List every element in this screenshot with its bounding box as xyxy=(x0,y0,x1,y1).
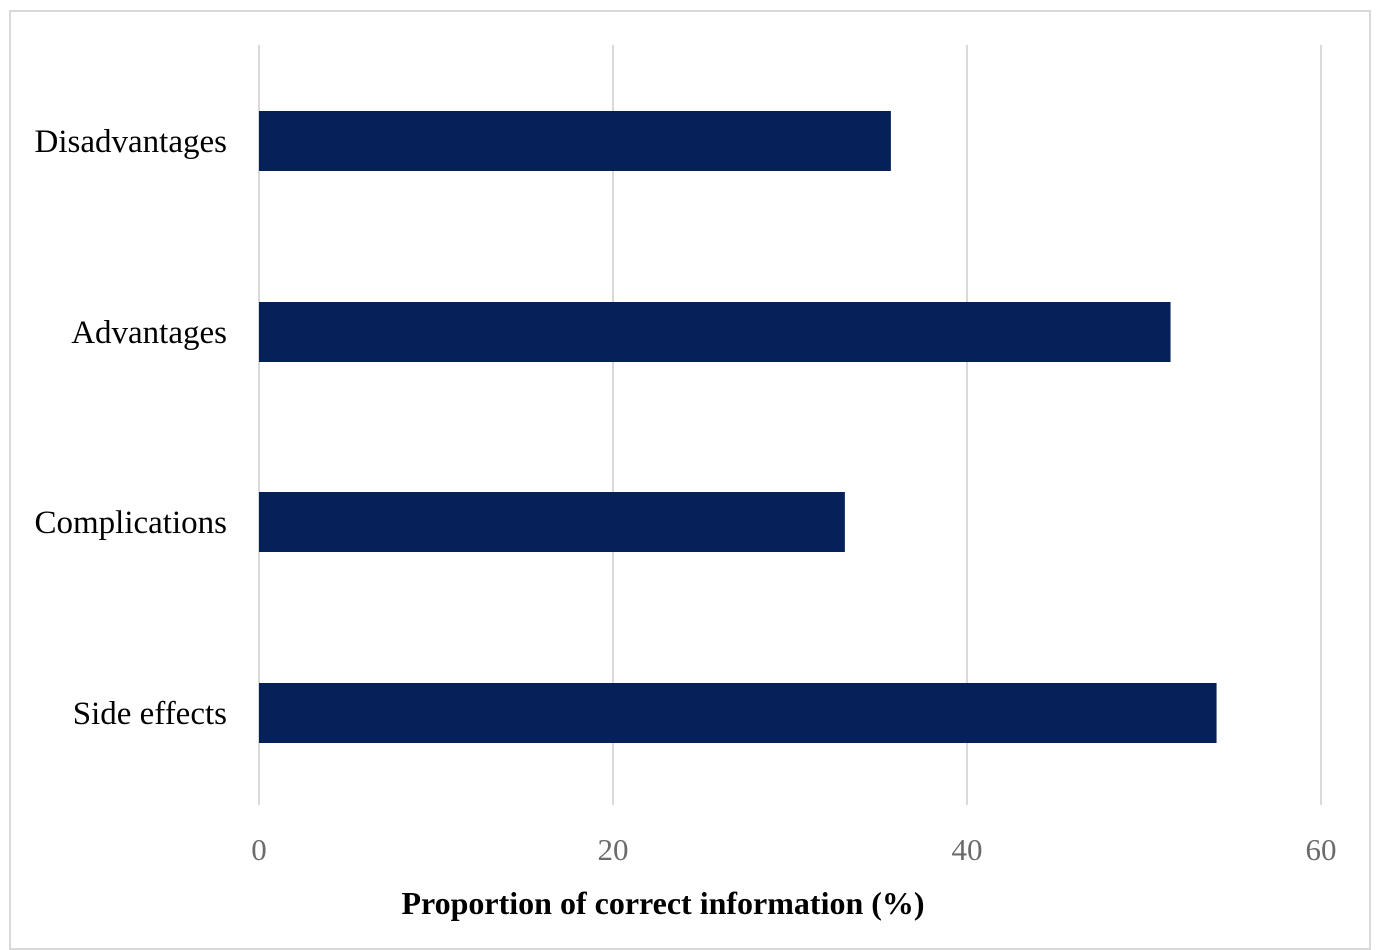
bar-complications xyxy=(259,492,845,552)
x-axis-title: Proportion of correct information (%) xyxy=(401,885,924,921)
category-label: Disadvantages xyxy=(35,124,227,160)
bar-disadvantages xyxy=(259,111,891,171)
category-label: Side effects xyxy=(73,696,227,732)
x-tick-label: 0 xyxy=(251,832,267,867)
category-labels: Disadvantages Advantages Complications Side… xyxy=(35,124,228,732)
category-label: Complications xyxy=(35,505,228,541)
category-label: Advantages xyxy=(71,315,227,351)
x-tick-label: 60 xyxy=(1306,832,1337,867)
bars xyxy=(259,111,1217,743)
x-tick-label: 20 xyxy=(598,832,629,867)
bar-side-effects xyxy=(259,683,1217,743)
x-tick-labels: 0 20 40 60 xyxy=(251,832,1336,867)
bar-advantages xyxy=(259,302,1171,362)
x-tick-label: 40 xyxy=(952,832,983,867)
gridlines xyxy=(258,45,1322,805)
